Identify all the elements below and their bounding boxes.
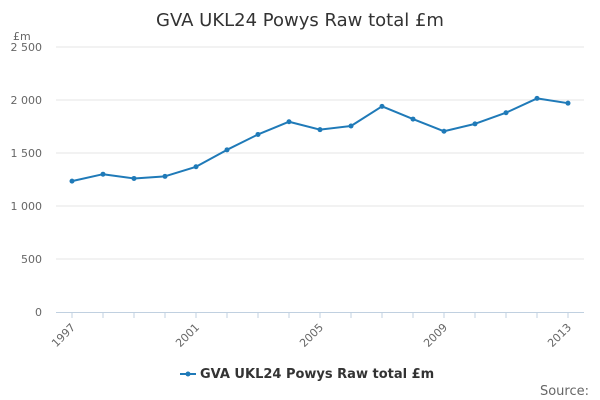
data-point[interactable] (317, 127, 323, 133)
grid-lines (56, 46, 584, 260)
data-point[interactable] (286, 119, 292, 125)
x-tick-label: 2009 (421, 321, 450, 350)
x-tick-label: 1997 (49, 321, 78, 350)
x-tick-label: 2005 (297, 321, 326, 350)
data-point[interactable] (193, 164, 199, 170)
data-point[interactable] (379, 103, 385, 109)
series-layer (69, 95, 571, 184)
x-tick-label: 2013 (545, 321, 574, 350)
legend-label: GVA UKL24 Powys Raw total £m (200, 367, 434, 382)
chart-title: GVA UKL24 Powys Raw total £m (156, 10, 444, 31)
y-axis-unit-label: £m (13, 30, 31, 43)
data-point[interactable] (472, 121, 478, 127)
y-tick-label: 500 (21, 253, 42, 266)
data-point[interactable] (348, 123, 354, 129)
y-tick-label: 0 (35, 306, 42, 319)
data-point[interactable] (410, 116, 416, 122)
data-point[interactable] (69, 178, 75, 184)
data-point[interactable] (162, 173, 168, 179)
legend-marker (185, 371, 191, 377)
data-point[interactable] (224, 147, 230, 153)
data-point[interactable] (100, 171, 106, 177)
data-point[interactable] (503, 110, 509, 116)
x-axis-ticks: 1997 2001 2005 2009 2013 (49, 312, 574, 350)
series-line (71, 97, 569, 183)
y-tick-label: 1 500 (11, 147, 43, 160)
y-tick-label: 2 500 (11, 41, 43, 54)
y-tick-label: 2 000 (11, 94, 43, 107)
legend[interactable]: GVA UKL24 Powys Raw total £m (180, 367, 434, 382)
source-label: Source: (540, 384, 589, 399)
data-point[interactable] (534, 95, 540, 101)
data-point[interactable] (565, 100, 571, 106)
data-point[interactable] (441, 128, 447, 134)
y-tick-label: 1 000 (11, 200, 43, 213)
data-point[interactable] (131, 175, 137, 181)
y-axis-ticks: 0 500 1 000 1 500 2 000 2 500 (11, 41, 43, 319)
data-point[interactable] (255, 131, 261, 137)
x-tick-label: 2001 (173, 321, 202, 350)
